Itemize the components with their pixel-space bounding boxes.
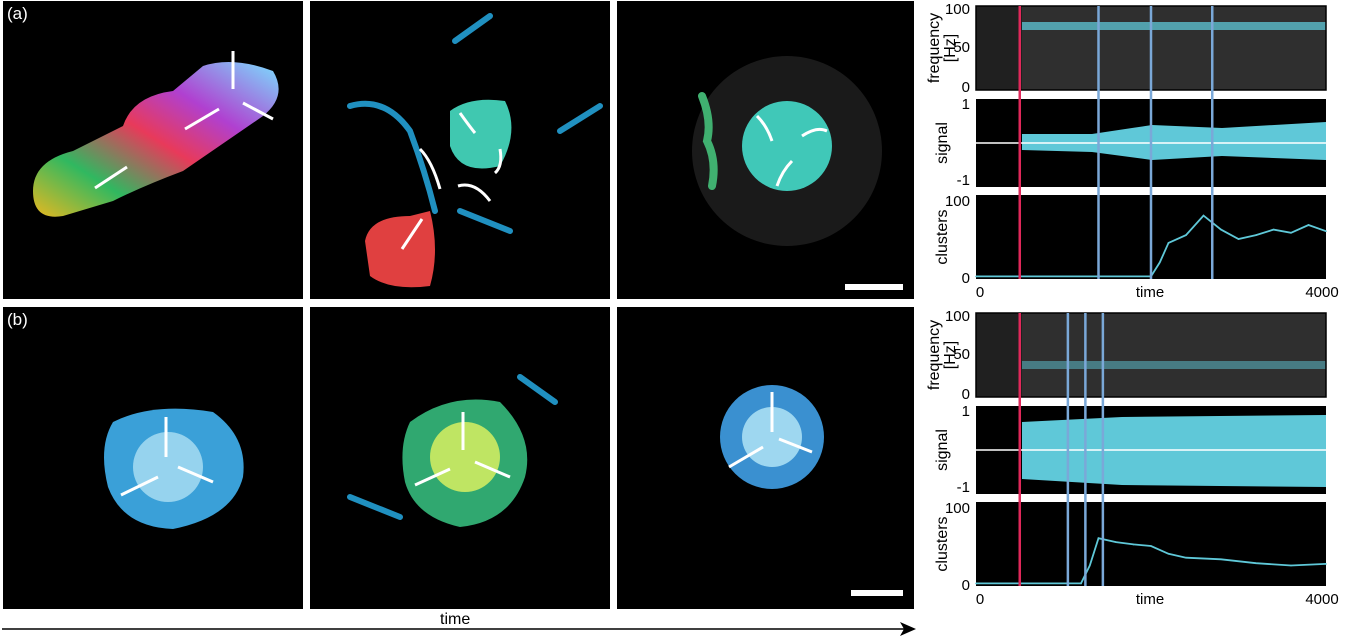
tick: 0 [962,270,970,287]
row-b-panel-3 [617,307,914,609]
row-b-cluster-image-3 [720,385,903,596]
clusters-data-point [1307,224,1310,226]
clusters-data-point [1325,563,1327,565]
x-tick: 0 [976,591,984,608]
clusters-data-point [1167,553,1170,555]
row-a-cluster-image-2 [347,13,603,288]
y-axis-label: frequency [926,13,943,83]
row-b-clusters-line [975,537,1327,585]
row-a-panel-3 [617,1,914,299]
time-arrow [2,622,916,636]
clusters-data-point [1115,541,1117,543]
row-b-event-markers [1018,313,1105,586]
scale-bar [845,284,903,290]
clusters-data-point [1255,562,1257,564]
clusters-data-point [1158,261,1161,264]
row-b-panel-2 [310,307,610,609]
clusters-data-point [1185,234,1187,236]
y-axis-unit: [Hz] [942,34,959,62]
tick: 100 [945,1,970,18]
tick: 1 [962,403,970,420]
y-axis-label: frequency [926,320,943,390]
tick: 1 [962,96,970,113]
clusters-data-point [1080,582,1082,585]
clusters-data-point [1325,230,1327,232]
clusters-data-point [1088,564,1091,567]
y-axis-label: signal [934,122,951,164]
y-axis-label: signal [934,429,951,471]
clusters-data-point [1202,214,1205,217]
tick: 50 [953,346,970,363]
tick: -1 [957,479,970,496]
clusters-data-point [1150,545,1152,547]
clusters-data-point [1185,556,1187,559]
tick: 50 [953,39,970,56]
clusters-data-point [1290,231,1292,234]
row-a-cluster-image-3 [692,56,903,290]
x-tick: 4000 [1305,591,1338,608]
clusters-data-point [1097,537,1100,539]
clusters-data-point [975,582,977,585]
clusters-data-point [1237,238,1240,240]
clusters-data-point [1255,234,1257,236]
clusters-data-point [1272,228,1275,231]
clusters-data-point [1220,228,1222,231]
y-axis-label: clusters [934,516,951,571]
row-a-clusters-line [975,214,1327,278]
clusters-data-point [1220,558,1222,561]
clusters-data-point [1132,543,1135,546]
row-b-panel-1: (b) [3,307,303,609]
y-axis-unit: [Hz] [942,341,959,369]
x-axis-label: time [1136,284,1164,301]
clusters-data-point [1167,242,1170,244]
tick: 100 [945,308,970,325]
tick: 0 [962,386,970,403]
tick: 100 [945,193,970,210]
x-axis-label: time [1136,591,1164,608]
row-b-cluster-image-2 [347,374,558,527]
scale-bar [851,590,903,596]
row-a-event-markers [1018,6,1214,279]
clusters-data-point [975,275,977,278]
clusters-data-point [1290,564,1292,567]
tick: 0 [962,79,970,96]
row-a-plots: 100 50 0 frequency [Hz] 1 -1 signal 100 … [922,0,1362,301]
row-a-panel-2 [310,1,610,299]
tick: 100 [945,500,970,517]
row-b-label: (b) [7,310,28,329]
x-tick: 4000 [1305,284,1338,301]
row-b-plots: 100 50 0 frequency [Hz] 1 -1 signal 100 … [922,307,1362,608]
row-a-cluster-image-1 [33,51,279,217]
row-b-clusters-axes [976,502,1326,586]
row-a-panel-1: (a) [3,1,303,299]
row-a-label: (a) [7,4,28,23]
time-axis-label: time [440,611,471,628]
row-b-cluster-image-1 [104,408,244,529]
tick: -1 [957,172,970,189]
x-tick: 0 [976,284,984,301]
tick: 0 [962,577,970,594]
y-axis-label: clusters [934,209,951,264]
